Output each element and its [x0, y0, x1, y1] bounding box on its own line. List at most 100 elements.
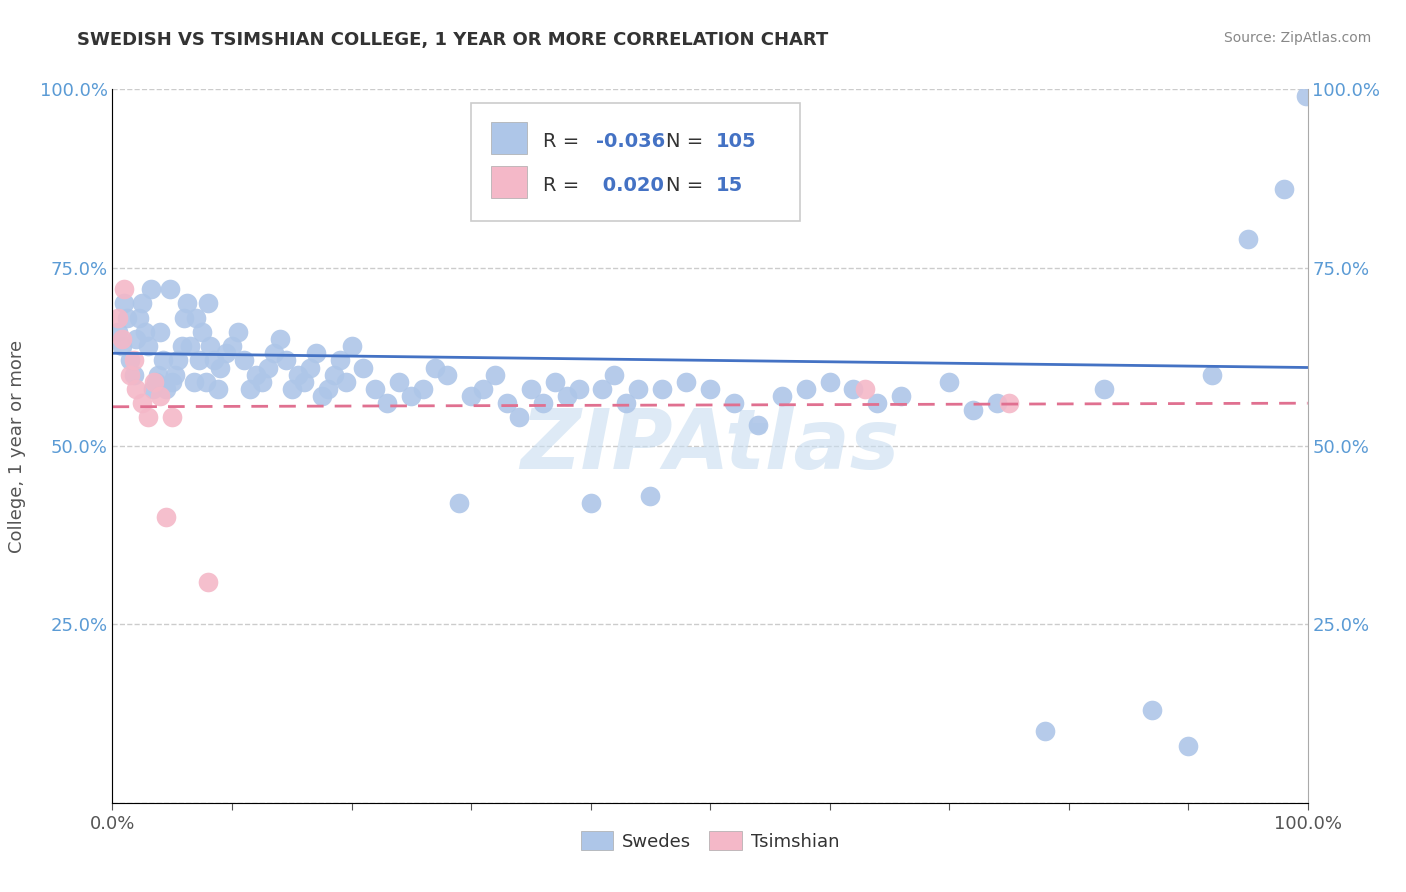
Point — [122, 353, 145, 368]
Point — [120, 368, 142, 382]
Point — [794, 382, 817, 396]
Y-axis label: College, 1 year or more: College, 1 year or more — [7, 340, 25, 552]
Point — [855, 382, 877, 396]
Point — [425, 360, 447, 375]
Point — [138, 410, 160, 425]
Point — [568, 382, 591, 396]
Point — [200, 339, 222, 353]
Point — [1201, 368, 1223, 382]
Point — [167, 353, 190, 368]
Point — [170, 339, 193, 353]
Point — [257, 360, 280, 375]
Point — [592, 382, 614, 396]
Point — [986, 396, 1008, 410]
Point — [579, 496, 602, 510]
Point — [335, 375, 357, 389]
Point — [202, 353, 225, 368]
Bar — [491, 122, 527, 154]
Point — [472, 382, 495, 396]
Text: R =: R = — [543, 176, 585, 195]
Point — [162, 410, 183, 425]
Point — [250, 375, 273, 389]
Point — [207, 382, 229, 396]
Point — [281, 382, 304, 396]
Point — [412, 382, 434, 396]
Point — [111, 332, 134, 346]
Legend: Swedes, Tsimshian: Swedes, Tsimshian — [574, 824, 846, 858]
Point — [245, 368, 267, 382]
Point — [555, 389, 578, 403]
Point — [131, 296, 153, 310]
Point — [114, 296, 135, 310]
Point — [890, 389, 912, 403]
Text: SWEDISH VS TSIMSHIAN COLLEGE, 1 YEAR OR MORE CORRELATION CHART: SWEDISH VS TSIMSHIAN COLLEGE, 1 YEAR OR … — [77, 31, 828, 49]
Point — [128, 310, 150, 325]
Text: 15: 15 — [716, 176, 744, 195]
Point — [120, 353, 142, 368]
Point — [962, 403, 984, 417]
Point — [364, 382, 387, 396]
Point — [298, 360, 321, 375]
Point — [496, 396, 519, 410]
Point — [311, 389, 333, 403]
Point — [146, 368, 169, 382]
Point — [484, 368, 506, 382]
Point — [149, 389, 172, 403]
Point — [316, 382, 339, 396]
Point — [340, 339, 363, 353]
Point — [508, 410, 530, 425]
Point — [520, 382, 543, 396]
Point — [107, 325, 129, 339]
Point — [152, 353, 174, 368]
Point — [221, 339, 243, 353]
Point — [125, 382, 148, 396]
Point — [723, 396, 745, 410]
Point — [352, 360, 374, 375]
Point — [1237, 232, 1260, 246]
Point — [401, 389, 423, 403]
Point — [233, 353, 256, 368]
Point — [191, 325, 214, 339]
Point — [139, 282, 162, 296]
Point — [287, 368, 309, 382]
Point — [163, 368, 186, 382]
Point — [640, 489, 662, 503]
Point — [651, 382, 673, 396]
Text: Source: ZipAtlas.com: Source: ZipAtlas.com — [1223, 31, 1371, 45]
Point — [747, 417, 769, 432]
Point — [1272, 182, 1295, 196]
Point — [114, 282, 135, 296]
Point — [187, 353, 209, 368]
Point — [226, 325, 249, 339]
Point — [107, 310, 129, 325]
Point — [131, 396, 153, 410]
Text: 105: 105 — [716, 132, 756, 151]
Point — [531, 396, 554, 410]
Point — [274, 353, 297, 368]
Point — [239, 382, 262, 396]
Point — [938, 375, 960, 389]
Point — [143, 375, 166, 389]
Point — [197, 574, 219, 589]
Point — [263, 346, 285, 360]
Point — [460, 389, 482, 403]
FancyBboxPatch shape — [471, 103, 800, 221]
Point — [194, 375, 217, 389]
Bar — [491, 166, 527, 198]
Point — [1295, 89, 1317, 103]
Point — [699, 382, 721, 396]
Point — [627, 382, 650, 396]
Point — [998, 396, 1021, 410]
Point — [1142, 703, 1164, 717]
Point — [1094, 382, 1116, 396]
Point — [842, 382, 865, 396]
Text: ZIPAtlas: ZIPAtlas — [520, 406, 900, 486]
Point — [149, 325, 172, 339]
Point — [1177, 739, 1199, 753]
Point — [209, 360, 232, 375]
Point — [122, 368, 145, 382]
Point — [155, 382, 177, 396]
Point — [603, 368, 626, 382]
Point — [292, 375, 315, 389]
Point — [179, 339, 201, 353]
